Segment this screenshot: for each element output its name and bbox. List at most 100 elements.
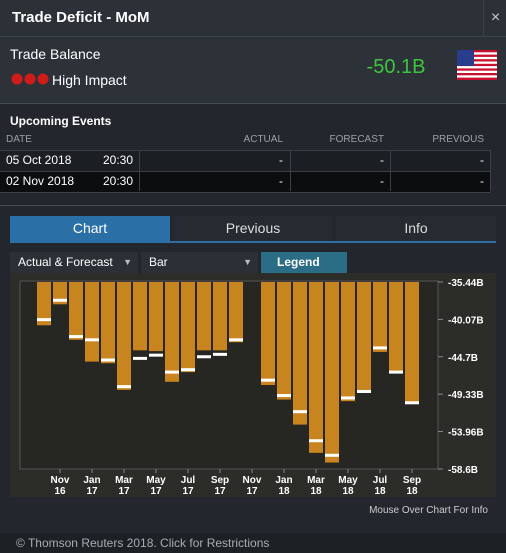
x-tick-label: Mar 17 [115,475,133,497]
bar [293,282,307,425]
bar [213,282,227,351]
cell-divider [290,150,291,191]
y-tick-label: -49.33B [448,390,484,401]
impact-dots [11,73,49,85]
forecast-marker [373,346,387,350]
forecast-marker [325,453,339,457]
chart: -35.44B -40.07B -44.7B -49.33B -53.96B -58.6B [19,278,484,476]
y-tick-label: -53.96B [448,428,484,439]
y-tick-label: -44.7B [448,353,478,364]
x-tick-label: May 17 [146,475,166,497]
close-button[interactable]: × [483,0,506,36]
type-dropdown[interactable]: Bar ▼ [141,252,258,273]
bar [197,282,211,351]
bar [165,282,179,382]
column-header: DATE [6,134,32,145]
tab-previous[interactable]: Previous [174,216,332,241]
event-previous: - [480,153,484,167]
forecast-marker [165,370,179,374]
indicator-value: -50.1B [366,56,426,78]
forecast-marker [293,410,307,414]
impact-dot [24,73,36,85]
bar [341,282,355,402]
impact-dot [11,73,23,85]
forecast-marker [213,352,227,356]
forecast-marker [69,335,83,339]
event-previous: - [480,174,484,188]
legend-button[interactable]: Legend [261,252,347,273]
bar [325,282,339,463]
bar [277,282,291,400]
forecast-marker [37,318,51,322]
bar [261,282,275,386]
forecast-marker [405,401,419,405]
column-header: PREVIOUS [432,134,484,145]
tab-chart[interactable]: Chart [10,216,170,241]
forecast-marker [53,298,67,302]
x-tick-label: Nov 16 [50,475,70,497]
bar [69,282,83,340]
x-tick-label: Sep 18 [402,475,422,497]
event-date: 05 Oct 2018 [6,153,72,167]
title-bar [0,0,506,37]
tab-underline [10,241,496,243]
dropdown-arrow: ▼ [243,257,252,267]
series-dropdown[interactable]: Actual & Forecast ▼ [10,252,138,273]
forecast-marker [101,358,115,362]
indicator-panel [0,37,506,104]
window-title: Trade Deficit - MoM [12,9,150,26]
forecast-marker [85,338,99,342]
forecast-marker [197,355,211,359]
forecast-marker [229,338,243,342]
forecast-marker [389,370,403,374]
divider [0,205,506,206]
cell-divider [139,150,140,191]
bar [117,282,131,390]
cell-divider [390,150,391,191]
event-actual: - [279,153,283,167]
footer-text[interactable]: © Thomson Reuters 2018. Click for Restri… [16,536,270,550]
bar [405,282,419,403]
bar [149,282,163,352]
x-tick-label: Jan 17 [83,475,101,497]
event-time: 20:30 [103,174,134,188]
forecast-marker [277,394,291,398]
event-row [0,150,490,171]
x-tick-label: Nov 17 [242,475,262,497]
dropdown-arrow: ▼ [123,257,132,267]
event-time: 20:30 [103,153,134,167]
dropdown-text: Actual & Forecast [18,255,113,269]
events-title: Upcoming Events [10,114,112,128]
bar [229,282,243,343]
column-header: ACTUAL [243,134,283,145]
bar [373,282,387,352]
event-forecast: - [380,174,384,188]
chart-hint: Mouse Over Chart For Info [369,505,488,516]
forecast-marker [357,389,371,393]
x-tick-label: Mar 18 [307,475,325,497]
x-tick-label: Jul 17 [180,475,196,497]
y-tick-label: -58.6B [448,465,478,476]
forecast-marker [309,439,323,443]
bar [389,282,403,373]
tab-info[interactable]: Info [336,216,496,241]
event-row [0,171,490,193]
impact-dot [37,73,49,85]
x-tick-label: Jan 18 [275,475,293,497]
bar [85,282,99,362]
x-tick-label: Sep 17 [210,475,230,497]
bar [181,282,195,373]
forecast-marker [133,356,147,360]
bar [37,282,51,326]
forecast-marker [341,396,355,400]
y-tick-label: -40.07B [448,315,484,326]
bar [133,282,147,351]
x-tick-label: Jul 18 [372,475,388,497]
bar [357,282,371,393]
forecast-marker [117,385,131,389]
cell-divider [490,150,491,191]
bar [101,282,115,364]
event-date: 02 Nov 2018 [6,174,75,188]
x-tick-label: May 18 [338,475,358,497]
